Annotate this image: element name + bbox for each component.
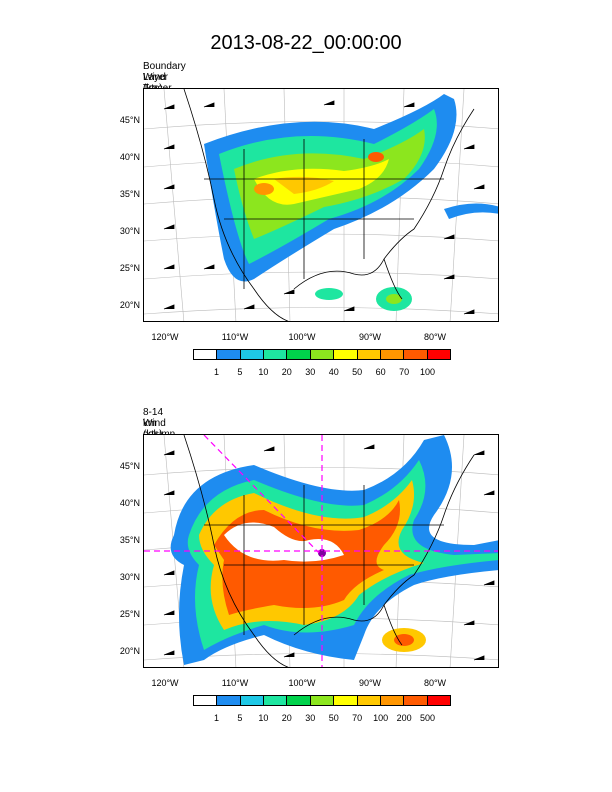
colorbar-swatch	[287, 696, 311, 705]
colorbar-label: 1	[213, 367, 219, 377]
colorbar-swatch	[194, 350, 218, 359]
colorbar-swatch	[380, 696, 405, 705]
coastlines	[183, 435, 475, 667]
coastlines	[183, 89, 475, 321]
colorbar-label: 50	[352, 367, 363, 377]
xtick-label: 100°W	[288, 332, 316, 342]
colorbar-swatch	[217, 696, 241, 705]
tracer-field	[204, 94, 498, 311]
colorbar-swatch	[427, 350, 450, 359]
ytick-label: 20°N	[119, 300, 140, 310]
colorbar-swatch	[310, 696, 335, 705]
ytick-label: 45°N	[119, 115, 140, 125]
colorbar-swatch	[357, 696, 381, 705]
map-top	[143, 88, 499, 322]
colorbar-swatch	[264, 350, 288, 359]
ytick-label: 35°N	[119, 535, 140, 545]
ytick-label: 30°N	[119, 572, 140, 582]
map-bottom	[143, 434, 499, 668]
colorbar-label: 5	[237, 713, 243, 723]
colorbar-label: 30	[305, 367, 316, 377]
ytick-label: 40°N	[119, 152, 140, 162]
colorbar-label: 70	[352, 713, 363, 723]
xtick-label: 90°W	[358, 332, 382, 342]
colorbar-label: 100	[420, 367, 436, 377]
colorbar-swatch	[427, 696, 450, 705]
map-bottom-svg	[144, 435, 498, 667]
colorbar-swatch	[240, 696, 265, 705]
colorbar-swatch	[334, 350, 358, 359]
ytick-label: 25°N	[119, 263, 140, 273]
colorbar-swatch	[287, 350, 311, 359]
colorbar-label: 5	[237, 367, 243, 377]
colorbar	[193, 349, 451, 360]
wind-barbs	[163, 444, 495, 661]
wind-barbs	[163, 100, 485, 315]
colorbar-swatch	[404, 696, 428, 705]
colorbar-swatch	[404, 350, 428, 359]
colorbar	[193, 695, 451, 706]
xtick-label: 80°W	[423, 678, 447, 688]
ytick-label: 30°N	[119, 226, 140, 236]
colorbar-swatch	[334, 696, 358, 705]
xtick-label: 80°W	[423, 332, 447, 342]
ytick-label: 20°N	[119, 646, 140, 656]
ytick-label: 40°N	[119, 498, 140, 508]
xtick-label: 110°W	[221, 332, 249, 342]
colorbar-swatch	[194, 696, 218, 705]
main-title: 2013-08-22_00:00:00	[210, 32, 402, 54]
colorbar-swatch	[380, 350, 405, 359]
ytick-label: 25°N	[119, 609, 140, 619]
colorbar-label: 10	[258, 713, 269, 723]
colorbar-label: 10	[258, 367, 269, 377]
tracer-field	[170, 435, 498, 665]
colorbar-label: 30	[305, 713, 316, 723]
xtick-label: 100°W	[288, 678, 316, 688]
map-top-svg	[144, 89, 498, 321]
colorbar-swatch	[264, 696, 288, 705]
colorbar-label: 200	[396, 713, 412, 723]
colorbar-label: 100	[373, 713, 389, 723]
colorbar-swatch	[240, 350, 265, 359]
colorbar-label: 20	[281, 367, 292, 377]
colorbar-swatch	[357, 350, 381, 359]
xtick-label: 120°W	[151, 332, 179, 342]
ytick-label: 35°N	[119, 189, 140, 199]
xtick-label: 90°W	[358, 678, 382, 688]
colorbar-swatch	[310, 350, 335, 359]
colorbar-label: 70	[399, 367, 410, 377]
colorbar-swatch	[217, 350, 241, 359]
colorbar-label: 500	[420, 713, 436, 723]
xtick-label: 120°W	[151, 678, 179, 688]
cross-section-lines	[144, 435, 498, 667]
colorbar-label: 40	[328, 367, 339, 377]
colorbar-label: 60	[375, 367, 386, 377]
colorbar-label: 20	[281, 713, 292, 723]
ytick-label: 45°N	[119, 461, 140, 471]
colorbar-label: 50	[328, 713, 339, 723]
colorbar-label: 1	[213, 713, 219, 723]
xtick-label: 110°W	[221, 678, 249, 688]
